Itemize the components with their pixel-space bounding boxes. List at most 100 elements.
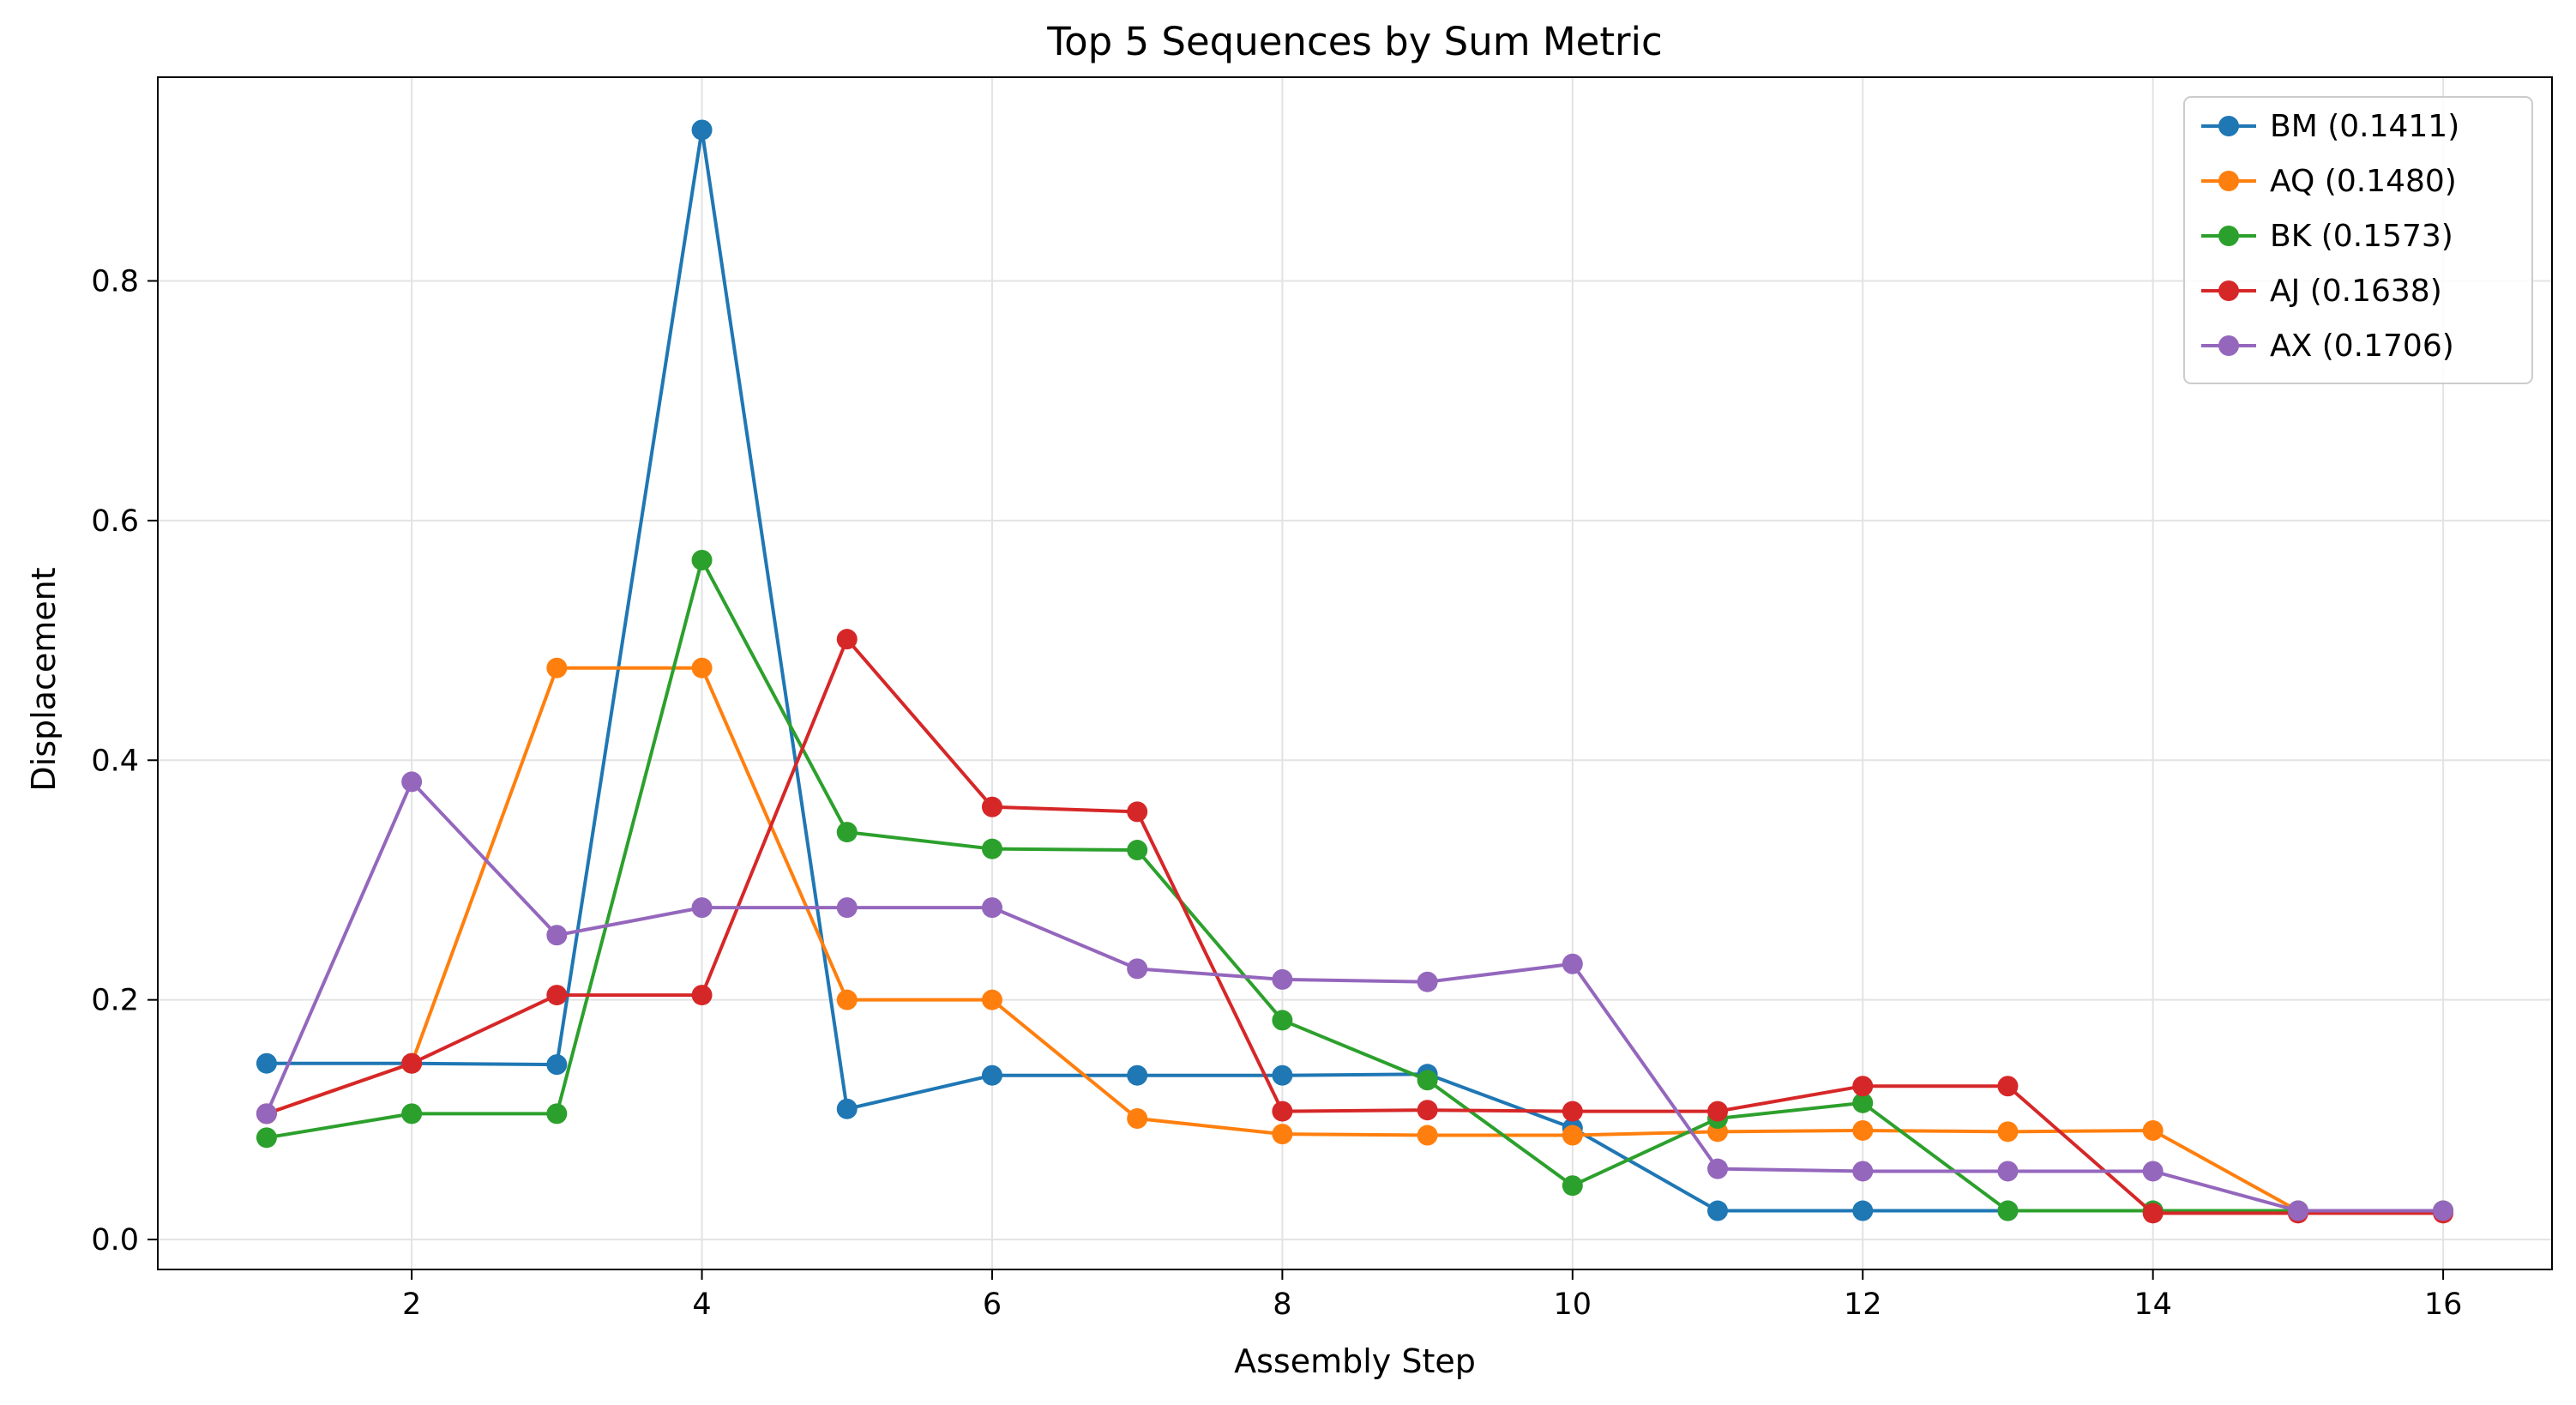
series-line: [266, 637, 2444, 1215]
data-point: [1852, 1076, 1874, 1097]
data-point: [836, 629, 858, 650]
data-point: [691, 657, 713, 678]
legend-label: AQ (0.1480): [2270, 164, 2457, 199]
data-point: [2142, 1203, 2164, 1224]
y-tick-label: 0.8: [91, 264, 139, 298]
chart-title: Top 5 Sequences by Sum Metric: [1046, 19, 1663, 64]
data-point: [1417, 1100, 1438, 1121]
axis-ticks: 2 4 6 8 10 12 14 16 0.0 0.2 0.4 0.6 0.8: [91, 264, 2462, 1322]
data-point: [1707, 1100, 1729, 1122]
x-tick-label: 10: [1554, 1287, 1592, 1322]
legend-box: [2183, 96, 2533, 384]
data-point: [1852, 1092, 1874, 1113]
legend-marker: [2218, 280, 2239, 301]
data-point: [1997, 1200, 2019, 1221]
data-point: [981, 897, 1002, 919]
data-point: [1127, 1107, 1148, 1129]
data-point: [1417, 1070, 1438, 1091]
data-point: [1562, 1100, 1583, 1122]
series-line: [266, 666, 2444, 1213]
series-4: [256, 771, 2454, 1221]
legend-item: AX (0.1706): [2201, 329, 2454, 364]
x-axis-label: Assembly Step: [1234, 1342, 1476, 1380]
legend: BM (0.1411) AQ (0.1480) BK (0.1573) AJ (0.1…: [2183, 96, 2533, 384]
x-tick-label: 4: [692, 1287, 711, 1322]
y-tick-label: 0.6: [91, 504, 139, 539]
data-point: [691, 897, 713, 919]
data-point: [1997, 1076, 2019, 1097]
data-point: [546, 925, 568, 946]
data-point: [836, 989, 858, 1010]
data-point: [1707, 1200, 1729, 1221]
data-point: [1852, 1119, 1874, 1141]
legend-label: BK (0.1573): [2270, 219, 2453, 254]
data-point: [401, 1103, 423, 1125]
data-point: [401, 771, 423, 793]
series-line: [266, 558, 2444, 1213]
data-point: [691, 119, 713, 141]
data-point: [1127, 801, 1148, 823]
data-point: [2433, 1200, 2454, 1221]
y-tick-label: 0.0: [91, 1223, 139, 1257]
data-point: [2142, 1161, 2164, 1182]
legend-marker: [2218, 116, 2239, 136]
x-tick-label: 14: [2134, 1287, 2172, 1322]
data-point: [1272, 1100, 1293, 1122]
data-point: [1562, 1125, 1583, 1146]
data-point: [546, 985, 568, 1006]
series-line: [265, 780, 2444, 1213]
legend-item: BM (0.1411): [2201, 109, 2459, 144]
data-point: [401, 1052, 423, 1074]
data-point: [691, 985, 713, 1006]
legend-label: AJ (0.1638): [2270, 274, 2442, 309]
plot-frame: [157, 76, 2553, 1270]
data-point: [1127, 1064, 1148, 1086]
data-point: [546, 1103, 568, 1125]
data-point: [1852, 1161, 1874, 1182]
data-point: [981, 1064, 1002, 1086]
x-tick-label: 8: [1273, 1287, 1291, 1322]
x-tick-label: 12: [1844, 1287, 1882, 1322]
x-tick-label: 6: [983, 1287, 1002, 1322]
data-point: [2142, 1119, 2164, 1141]
y-tick-label: 0.4: [91, 744, 139, 778]
x-tick-label: 16: [2424, 1287, 2463, 1322]
data-point: [256, 1052, 277, 1074]
data-point: [1852, 1200, 1874, 1221]
data-point: [1562, 1175, 1583, 1197]
data-point: [1272, 968, 1293, 990]
legend-item: AJ (0.1638): [2201, 274, 2442, 309]
data-point: [256, 1103, 277, 1125]
legend-marker: [2218, 335, 2239, 356]
data-point: [981, 796, 1002, 817]
legend-label: BM (0.1411): [2270, 109, 2459, 144]
data-point: [1417, 971, 1438, 992]
data-point: [1272, 1010, 1293, 1031]
data-point: [2287, 1200, 2308, 1221]
data-point: [1127, 958, 1148, 980]
data-point: [1707, 1158, 1729, 1179]
data-point: [1272, 1124, 1293, 1145]
data-point: [1562, 953, 1583, 974]
data-point: [1127, 840, 1148, 861]
legend-marker: [2218, 226, 2239, 246]
data-point: [546, 1054, 568, 1076]
data-point: [1997, 1121, 2019, 1143]
data-point: [1272, 1064, 1293, 1086]
y-axis-label: Displacement: [25, 567, 63, 791]
legend-marker: [2218, 171, 2239, 191]
data-point: [691, 549, 713, 570]
data-point: [1997, 1161, 2019, 1182]
data-point: [981, 838, 1002, 859]
legend-item: AQ (0.1480): [2201, 164, 2457, 199]
data-point: [836, 822, 858, 843]
x-tick-label: 2: [402, 1287, 421, 1322]
y-tick-label: 0.2: [91, 984, 139, 1018]
legend-item: BK (0.1573): [2201, 219, 2453, 254]
data-point: [256, 1127, 277, 1149]
series-group: [256, 119, 2454, 1224]
data-point: [546, 657, 568, 678]
legend-label: AX (0.1706): [2270, 329, 2454, 364]
data-point: [836, 897, 858, 919]
